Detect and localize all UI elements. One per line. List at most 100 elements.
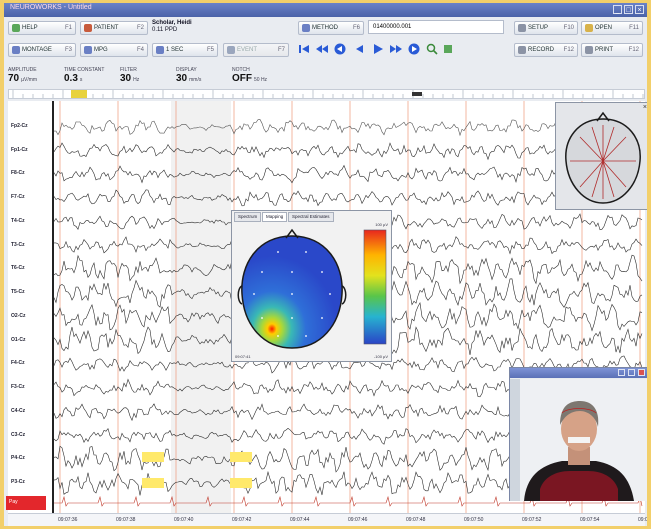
minimize-icon[interactable]	[618, 369, 625, 376]
time-tick-label: 09:07:40	[174, 517, 194, 523]
tab-spectrum[interactable]: Spectrum	[234, 212, 262, 222]
channel-label[interactable]: F7-Cz	[11, 194, 25, 201]
help-button[interactable]: HELP F1	[8, 21, 76, 35]
topographic-map	[237, 228, 387, 349]
fast-rewind-icon[interactable]	[316, 43, 328, 55]
fast-forward-icon[interactable]	[390, 43, 402, 55]
close-icon[interactable]: ×	[642, 104, 647, 111]
method-button[interactable]: METHOD F6	[298, 21, 364, 35]
event-annotation[interactable]	[230, 452, 252, 462]
channel-label[interactable]: Fp2-Cz	[11, 122, 28, 129]
time-tick-label: 09:07:48	[406, 517, 426, 523]
timeline-position[interactable]	[71, 90, 87, 98]
rewind-icon[interactable]	[334, 43, 346, 55]
filter-value: 30	[120, 73, 132, 84]
patient-id: 0.11 PPD	[152, 27, 178, 33]
channel-label[interactable]: P3-Cz	[11, 479, 25, 486]
play-icon[interactable]	[372, 43, 384, 55]
channel-label[interactable]: T6-Cz	[11, 265, 25, 272]
record-icon	[518, 46, 526, 54]
video-window[interactable]	[509, 367, 647, 501]
print-icon	[585, 46, 593, 54]
status-block: Pay	[6, 496, 46, 510]
label-divider	[52, 101, 54, 513]
time-tick-label: 09:07:54	[580, 517, 600, 523]
selection-band[interactable]	[171, 101, 231, 513]
time-tick-label: 09:07:52	[522, 517, 542, 523]
close-icon[interactable]	[638, 369, 645, 376]
eeg-trace	[53, 142, 643, 161]
channel-label[interactable]: Fp1-Cz	[11, 146, 28, 153]
channel-label[interactable]: T5-Cz	[11, 289, 25, 296]
time-tick-label: 09:07:46	[348, 517, 368, 523]
recording-id-field[interactable]: 01400000.001	[368, 20, 504, 34]
electrode-view-window[interactable]: ×	[555, 102, 647, 210]
patient-name: Scholar, Heidi	[152, 20, 192, 26]
marker-icon[interactable]	[442, 43, 454, 55]
notch-value: OFF	[232, 73, 252, 84]
event-icon	[227, 46, 235, 54]
electrode-head-diagram	[565, 111, 641, 204]
setup-button[interactable]: SETUP F10	[514, 21, 578, 35]
application-window: NEUROWORKS - Untitled _ □ × HELP F1 PATI…	[4, 3, 647, 526]
minimize-icon[interactable]: _	[613, 5, 622, 14]
channel-label[interactable]: O1-Cz	[11, 336, 26, 343]
montage-button[interactable]: MONTAGE F3	[8, 43, 76, 57]
maximize-icon[interactable]: □	[624, 5, 633, 14]
close-icon[interactable]: ×	[635, 5, 644, 14]
time-tick-label: 09:07:36	[58, 517, 78, 523]
method-icon	[302, 24, 310, 32]
display-value: 30	[176, 73, 188, 84]
channel-label[interactable]: F8-Cz	[11, 170, 25, 177]
clock-icon	[156, 46, 164, 54]
patient-video-frame	[510, 379, 647, 501]
eeg-trace	[53, 164, 643, 184]
tab-mapping[interactable]: Mapping	[262, 212, 288, 222]
timeline-ticks	[12, 90, 644, 98]
event-button[interactable]: EVENT F7	[223, 43, 289, 57]
channel-label[interactable]: T3-Cz	[11, 241, 25, 248]
first-page-icon[interactable]	[298, 43, 310, 55]
open-icon	[585, 24, 593, 32]
record-button[interactable]: RECORD F12	[514, 43, 578, 57]
event-annotation[interactable]	[142, 452, 164, 462]
mapping-window[interactable]: Spectrum Mapping Spectral Estimates	[231, 210, 392, 362]
time-tick-label: 09:07:56	[638, 517, 647, 523]
time-tick-label: 09:07:42	[232, 517, 252, 523]
channel-label-column: Fp2-Cz Fp1-Cz F8-Cz F7-Cz T4-Cz T3-Cz T6-Cz T5-…	[8, 101, 52, 513]
montage-icon	[12, 46, 20, 54]
time-tick-label: 09:07:44	[290, 517, 310, 523]
setup-icon	[518, 24, 526, 32]
patient-icon	[84, 24, 92, 32]
one-sec-button[interactable]: 1 SEC F5	[152, 43, 218, 57]
channel-label[interactable]: C4-Cz	[11, 407, 26, 414]
channel-label[interactable]: F3-Cz	[11, 384, 25, 391]
forward-icon[interactable]	[408, 43, 420, 55]
time-axis: 09:07:36 09:07:38 09:07:40 09:07:42 09:07:44…	[8, 513, 647, 526]
ecg-trace	[54, 495, 643, 507]
print-button[interactable]: PRINT F12	[581, 43, 643, 57]
eeg-trace	[54, 118, 643, 137]
mpg-button[interactable]: MPG F4	[80, 43, 148, 57]
zoom-icon[interactable]	[426, 43, 438, 55]
patient-button[interactable]: PATIENT F2	[80, 21, 148, 35]
time-tick-label: 09:07:38	[116, 517, 136, 523]
open-button[interactable]: OPEN F11	[581, 21, 643, 35]
eeg-trace	[53, 355, 643, 374]
scale-min-label: -100 µV	[373, 354, 388, 359]
mpg-icon	[84, 46, 92, 54]
timeline-marker[interactable]	[412, 92, 422, 96]
channel-label[interactable]: F4-Cz	[11, 360, 25, 367]
channel-label[interactable]: C3-Cz	[11, 431, 26, 438]
maximize-icon[interactable]	[628, 369, 635, 376]
help-icon	[12, 24, 20, 32]
recording-timeline[interactable]	[8, 89, 645, 99]
channel-label[interactable]: P4-Cz	[11, 455, 25, 462]
tab-spectral-estimates[interactable]: Spectral Estimates	[288, 212, 334, 222]
step-back-icon[interactable]	[353, 43, 365, 55]
channel-label[interactable]: T4-Cz	[11, 217, 25, 224]
event-annotation[interactable]	[230, 478, 252, 488]
amplitude-value: 70	[8, 73, 20, 84]
channel-label[interactable]: O2-Cz	[11, 312, 26, 319]
event-annotation[interactable]	[142, 478, 164, 488]
